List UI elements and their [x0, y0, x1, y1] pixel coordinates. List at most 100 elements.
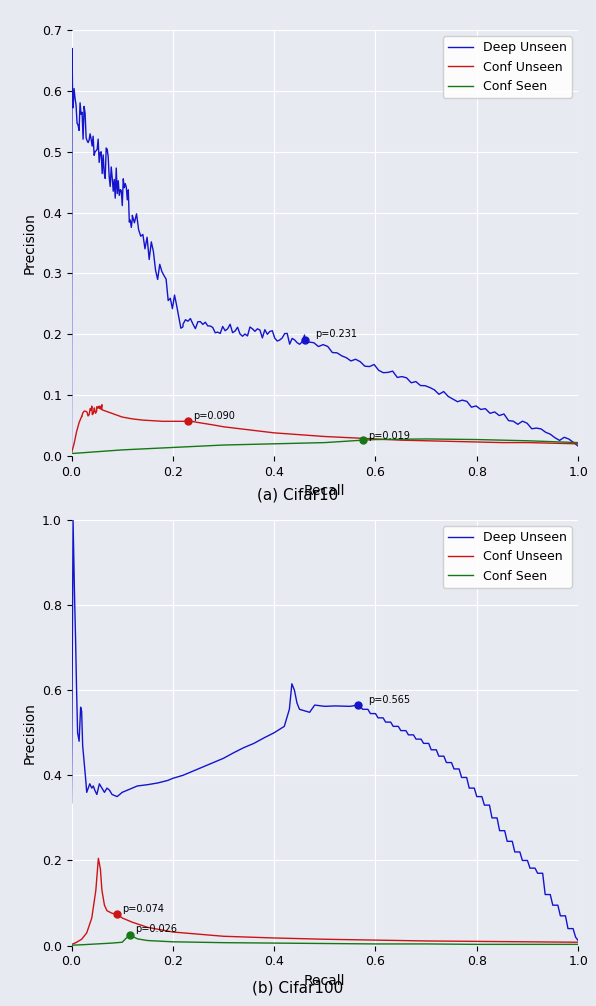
Conf Seen	[575, 939, 582, 951]
Conf Unseen	[101, 899, 108, 911]
Line: Conf Unseen: Conf Unseen	[72, 404, 578, 453]
Deep Unseen	[70, 514, 77, 526]
Conf Seen	[321, 938, 328, 950]
Conf Unseen	[113, 908, 120, 920]
Deep Unseen	[182, 314, 189, 326]
Deep Unseen	[212, 327, 219, 339]
Conf Seen	[524, 939, 531, 951]
Conf Unseen	[108, 907, 116, 919]
Conf Unseen	[73, 937, 80, 949]
Conf Unseen	[104, 904, 111, 916]
Conf Unseen	[129, 916, 136, 929]
Conf Seen	[524, 435, 531, 447]
Conf Unseen	[86, 402, 94, 414]
Line: Conf Seen: Conf Seen	[72, 439, 578, 454]
Deep Unseen	[68, 447, 75, 459]
Text: p=0.074: p=0.074	[122, 904, 164, 914]
Deep Unseen	[427, 743, 434, 756]
Deep Unseen	[575, 935, 582, 947]
Legend: Deep Unseen, Conf Unseen, Conf Seen: Deep Unseen, Conf Unseen, Conf Seen	[443, 526, 572, 588]
Conf Seen	[220, 937, 227, 949]
Conf Seen	[108, 937, 116, 949]
Conf Unseen	[524, 936, 531, 948]
Conf Unseen	[575, 937, 582, 949]
X-axis label: Recall: Recall	[304, 484, 346, 498]
Conf Unseen	[98, 884, 105, 896]
Text: p=0.231: p=0.231	[315, 329, 356, 339]
Conf Seen	[321, 437, 328, 449]
Conf Unseen	[83, 927, 91, 939]
Deep Unseen	[164, 775, 172, 787]
Conf Unseen	[575, 438, 582, 450]
Deep Unseen	[145, 254, 153, 266]
Conf Seen	[119, 444, 126, 456]
Conf Seen	[359, 435, 367, 447]
Conf Unseen	[97, 863, 104, 875]
Line: Conf Seen: Conf Seen	[72, 935, 578, 946]
Conf Unseen	[372, 433, 379, 445]
Conf Seen	[271, 438, 278, 450]
Conf Seen	[68, 940, 75, 952]
Conf Seen	[119, 937, 126, 949]
Conf Unseen	[88, 911, 95, 924]
Deep Unseen	[69, 42, 76, 54]
Conf Seen	[473, 939, 480, 951]
Conf Seen	[473, 434, 480, 446]
Conf Unseen	[372, 934, 379, 946]
Conf Unseen	[220, 931, 227, 943]
Conf Unseen	[220, 421, 227, 433]
Deep Unseen	[575, 440, 582, 452]
Conf Seen	[169, 936, 176, 948]
Conf Seen	[144, 443, 151, 455]
Text: (a) Cifar10: (a) Cifar10	[257, 488, 339, 503]
Conf Seen	[93, 938, 100, 950]
Conf Seen	[93, 446, 100, 458]
Deep Unseen	[510, 415, 517, 428]
Conf Unseen	[179, 415, 187, 428]
Conf Unseen	[119, 911, 126, 924]
Text: (b) Cifar100: (b) Cifar100	[252, 981, 344, 996]
Conf Seen	[68, 448, 75, 460]
Conf Unseen	[68, 447, 75, 459]
Line: Deep Unseen: Deep Unseen	[72, 48, 578, 453]
Conf Unseen	[271, 932, 278, 944]
Conf Unseen	[68, 939, 75, 951]
Conf Seen	[575, 437, 582, 449]
Deep Unseen	[169, 773, 176, 785]
Conf Seen	[423, 433, 430, 445]
Conf Unseen	[70, 938, 77, 950]
Conf Unseen	[423, 935, 430, 947]
Text: p=0.565: p=0.565	[368, 695, 410, 705]
Text: p=0.019: p=0.019	[368, 431, 410, 441]
Conf Seen	[372, 434, 379, 446]
Conf Unseen	[473, 936, 480, 948]
Y-axis label: Precision: Precision	[22, 702, 36, 764]
Conf Seen	[423, 938, 430, 950]
Deep Unseen	[479, 791, 486, 803]
Conf Seen	[169, 442, 176, 454]
Conf Unseen	[95, 852, 102, 864]
Line: Deep Unseen: Deep Unseen	[72, 520, 578, 941]
Conf Seen	[78, 939, 85, 951]
Text: p=0.026: p=0.026	[135, 925, 177, 935]
Deep Unseen	[547, 429, 554, 441]
X-axis label: Recall: Recall	[304, 974, 346, 988]
Y-axis label: Precision: Precision	[22, 212, 36, 274]
Text: p=0.090: p=0.090	[193, 411, 235, 422]
Conf Unseen	[92, 884, 100, 896]
Deep Unseen	[68, 797, 75, 809]
Conf Unseen	[321, 934, 328, 946]
Conf Unseen	[98, 398, 105, 410]
Conf Seen	[372, 938, 379, 950]
Conf Seen	[129, 931, 136, 943]
Conf Unseen	[524, 437, 531, 449]
Conf Unseen	[88, 404, 95, 416]
Conf Seen	[134, 933, 141, 945]
Legend: Deep Unseen, Conf Unseen, Conf Seen: Deep Unseen, Conf Unseen, Conf Seen	[443, 36, 572, 98]
Deep Unseen	[86, 778, 94, 790]
Deep Unseen	[454, 395, 461, 407]
Conf Seen	[126, 929, 134, 941]
Line: Conf Unseen: Conf Unseen	[72, 858, 578, 945]
Conf Unseen	[78, 934, 85, 946]
Conf Seen	[220, 439, 227, 451]
